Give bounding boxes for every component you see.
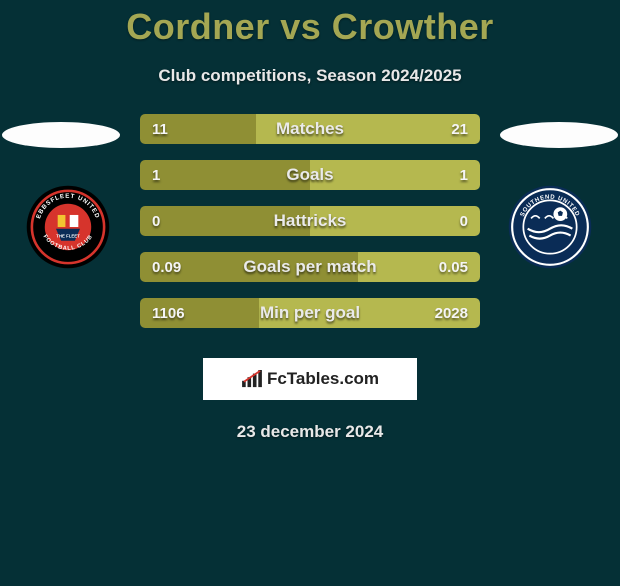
stat-bar: Matches1121	[140, 114, 480, 144]
bar-fill-left	[140, 206, 310, 236]
bar-fill-left	[140, 160, 310, 190]
svg-text:THE FLEET: THE FLEET	[56, 233, 80, 238]
stat-bars: Matches1121 Goals11 Hattricks00 Goals per m…	[140, 114, 480, 344]
page-title: Cordner vs Crowther	[0, 6, 620, 48]
bar-fill-right	[358, 252, 480, 282]
left-name-ellipse	[2, 122, 120, 148]
brand-box[interactable]: FcTables.com	[203, 358, 417, 400]
subtitle: Club competitions, Season 2024/2025	[0, 66, 620, 86]
bar-fill-right	[310, 206, 480, 236]
stat-bar: Min per goal11062028	[140, 298, 480, 328]
stat-bar: Goals11	[140, 160, 480, 190]
right-club-crest: SOUTHEND UNITED	[500, 184, 600, 270]
bar-fill-right	[259, 298, 480, 328]
stat-bar: Hattricks00	[140, 206, 480, 236]
left-club-crest: EBBSFLEET UNITED FOOTBALL CLUB THE FLEET	[18, 184, 118, 270]
comparison-stage: EBBSFLEET UNITED FOOTBALL CLUB THE FLEET…	[0, 114, 620, 354]
bar-fill-left	[140, 114, 256, 144]
bar-fill-right	[310, 160, 480, 190]
stat-bar: Goals per match0.090.05	[140, 252, 480, 282]
bar-fill-left	[140, 298, 259, 328]
bars-icon	[241, 370, 263, 388]
brand-text: FcTables.com	[267, 369, 379, 389]
bar-fill-left	[140, 252, 358, 282]
right-name-ellipse	[500, 122, 618, 148]
bar-fill-right	[256, 114, 480, 144]
date-line: 23 december 2024	[0, 422, 620, 442]
